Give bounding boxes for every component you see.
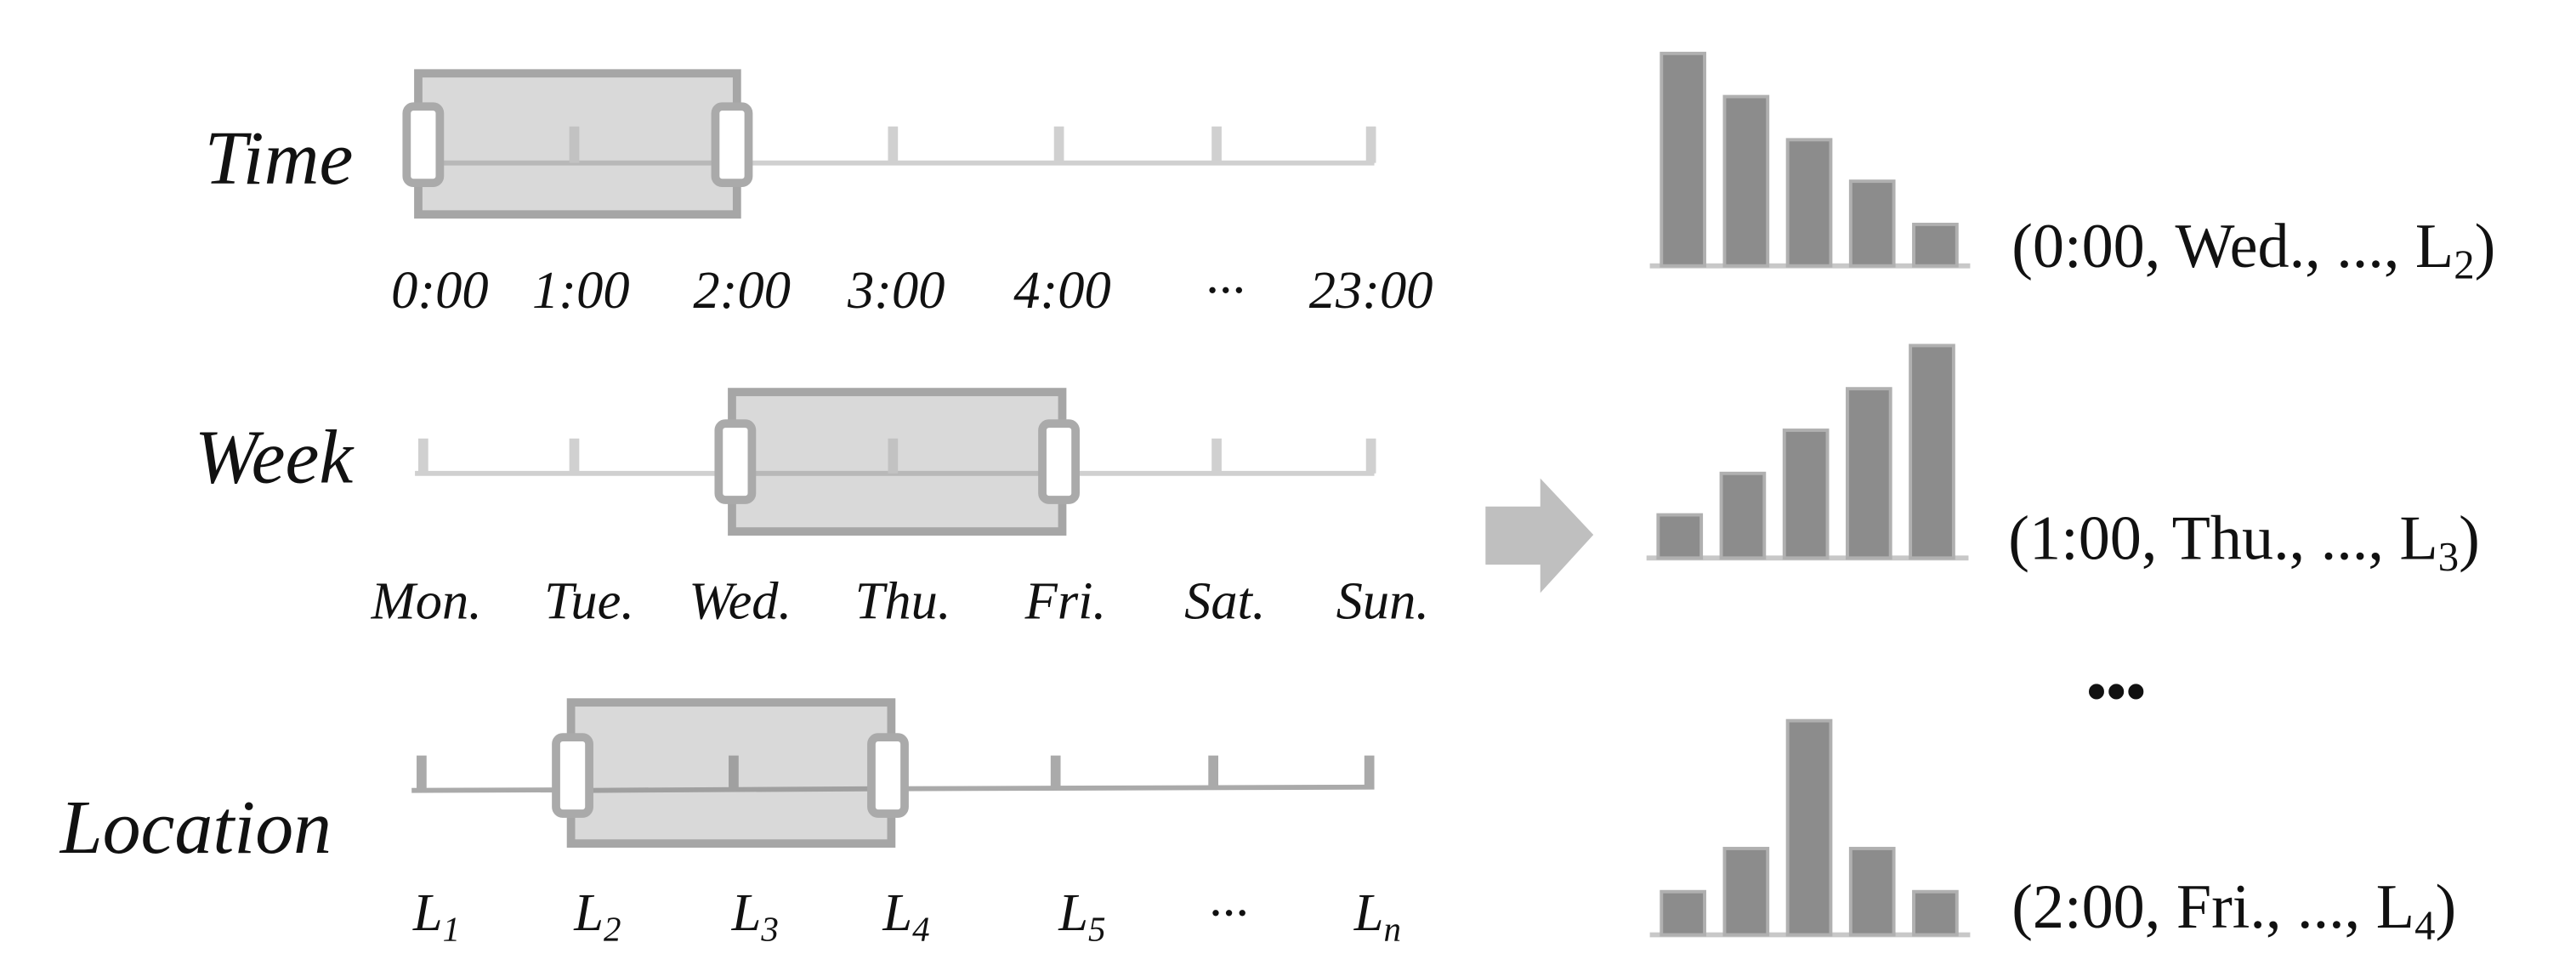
- tick-label: 23:00: [1309, 260, 1433, 320]
- row-label: Time: [205, 116, 354, 201]
- histogram: [1646, 343, 1969, 561]
- key-subscript: 2: [2454, 242, 2474, 288]
- tick-base: L: [731, 883, 762, 942]
- bar: [1785, 718, 1833, 937]
- tick-label: 1:00: [532, 260, 630, 320]
- bar: [1722, 847, 1770, 937]
- tick-label: Thu.: [855, 570, 951, 630]
- key-close: ): [2459, 504, 2480, 574]
- histogram-key: (2:00, Fri., ..., L4): [2011, 872, 2456, 949]
- key-text: (0:00, Wed., ..., L: [2011, 212, 2454, 281]
- ticks: [888, 126, 1376, 163]
- tick-label: 2:00: [693, 260, 791, 320]
- tick-label: Fri.: [1024, 570, 1106, 630]
- tick-label: L3: [731, 883, 779, 949]
- tick-label: Mon.: [371, 570, 482, 630]
- handle: [402, 102, 445, 187]
- tick-base: L: [1353, 883, 1384, 942]
- tick-subscript: 5: [1088, 910, 1105, 949]
- tick-subscript: 3: [760, 910, 779, 949]
- tick-label: ···: [1205, 260, 1245, 320]
- tick-subscript: 4: [912, 910, 930, 949]
- histogram-key: (1:00, Thu., ..., L3): [2008, 504, 2480, 581]
- bar: [1656, 513, 1704, 560]
- tick-label: L1: [412, 883, 460, 949]
- tick-subscript: n: [1384, 910, 1402, 949]
- handle: [714, 419, 757, 504]
- histogram-key: (0:00, Wed., ..., L2): [2011, 212, 2495, 288]
- tick-label: Wed.: [689, 570, 792, 630]
- bar: [1719, 471, 1767, 560]
- handle: [711, 102, 753, 187]
- histogram: [1649, 51, 1971, 269]
- histogram: [1649, 718, 1971, 938]
- bar: [1722, 94, 1770, 268]
- tick-label: Ln: [1353, 883, 1401, 949]
- handle: [867, 733, 909, 818]
- tick-base: L: [573, 883, 604, 942]
- bar: [1660, 889, 1706, 937]
- bar: [1660, 51, 1706, 268]
- bar: [1909, 343, 1955, 560]
- bar: [1912, 222, 1959, 268]
- key-subscript: 4: [2414, 903, 2435, 949]
- tick-label: Sun.: [1336, 570, 1429, 630]
- key-text: (2:00, Fri., ..., L: [2011, 872, 2414, 942]
- tick-base: L: [882, 883, 912, 942]
- row-label: Week: [195, 416, 355, 500]
- bar: [1782, 429, 1830, 560]
- tick-base: L: [1058, 883, 1088, 942]
- row-label: Location: [59, 786, 332, 870]
- bar: [1845, 387, 1892, 560]
- tick-label: Tue.: [544, 570, 634, 630]
- key-text: (1:00, Thu., ..., L: [2008, 504, 2437, 574]
- tick-subscript: 2: [604, 910, 621, 949]
- tick-label: L4: [882, 883, 929, 949]
- handle: [1038, 419, 1080, 504]
- handle: [552, 733, 593, 818]
- tick-label: Sat.: [1184, 570, 1265, 630]
- tick-label: ···: [1208, 883, 1248, 942]
- tick-label: 4:00: [1013, 260, 1111, 320]
- tick-label: L5: [1058, 883, 1105, 949]
- key-subscript: 3: [2438, 534, 2459, 580]
- bar: [1912, 889, 1959, 937]
- bar: [1785, 138, 1833, 268]
- tick-subscript: 1: [443, 910, 461, 949]
- bar: [1848, 847, 1896, 937]
- tick-base: L: [412, 883, 443, 942]
- bar: [1848, 179, 1896, 268]
- tick-label: 3:00: [847, 260, 945, 320]
- ellipsis: •••: [2086, 661, 2146, 724]
- arrow: [1485, 478, 1594, 593]
- tick-label: 0:00: [391, 260, 489, 320]
- tick-label: L2: [573, 883, 621, 949]
- key-close: ): [2435, 872, 2456, 942]
- key-close: ): [2475, 212, 2496, 281]
